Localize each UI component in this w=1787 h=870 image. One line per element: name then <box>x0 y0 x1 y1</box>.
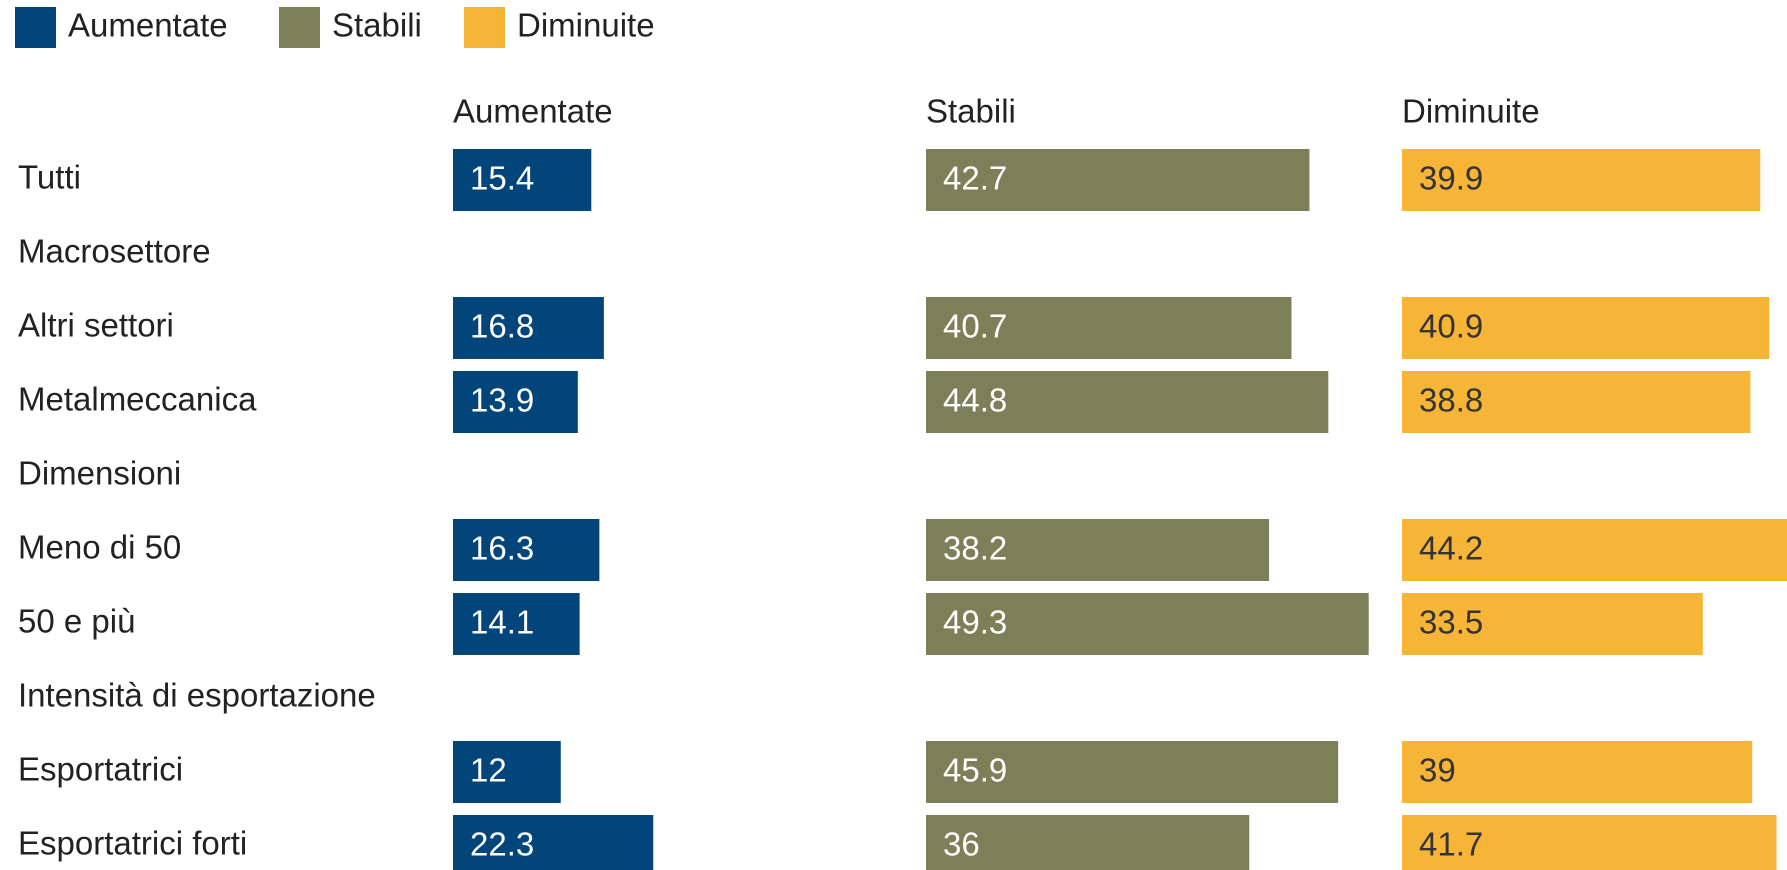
bar <box>1402 297 1770 359</box>
value-label: 39.9 <box>1419 160 1483 197</box>
bar <box>1402 593 1703 655</box>
value-label: 41.7 <box>1419 826 1483 863</box>
column-header: Aumentate <box>453 93 613 130</box>
row-label: Macrosettore <box>18 233 211 270</box>
value-label: 22.3 <box>470 826 534 863</box>
column-header: Diminuite <box>1402 93 1540 130</box>
bar <box>1402 371 1751 433</box>
row-label: Esportatrici <box>18 751 183 788</box>
bar <box>926 815 1250 870</box>
row-label: Tutti <box>18 159 81 196</box>
value-label: 15.4 <box>470 160 534 197</box>
row-label: Intensità di esportazione <box>18 677 376 714</box>
value-label: 49.3 <box>943 604 1007 641</box>
value-label: 16.3 <box>470 530 534 567</box>
value-label: 40.9 <box>1419 308 1483 345</box>
value-label: 44.2 <box>1419 530 1483 567</box>
legend-label: Aumentate <box>68 7 228 44</box>
bar <box>1402 741 1753 803</box>
bar <box>453 815 654 870</box>
value-label: 40.7 <box>943 308 1007 345</box>
value-label: 45.9 <box>943 752 1007 789</box>
legend-swatch <box>464 7 505 48</box>
legend-label: Stabili <box>332 7 422 44</box>
value-label: 14.1 <box>470 604 534 641</box>
bar <box>1402 815 1777 870</box>
bar <box>926 371 1329 433</box>
bar <box>453 371 578 433</box>
bar <box>1402 519 1787 581</box>
column-header: Stabili <box>926 93 1016 130</box>
value-label: 38.2 <box>943 530 1007 567</box>
value-label: 33.5 <box>1419 604 1483 641</box>
bar <box>453 297 604 359</box>
value-label: 42.7 <box>943 160 1007 197</box>
value-label: 39 <box>1419 752 1456 789</box>
bar <box>926 593 1369 655</box>
bar <box>453 593 580 655</box>
value-label: 13.9 <box>470 382 534 419</box>
value-label: 16.8 <box>470 308 534 345</box>
value-label: 36 <box>943 826 980 863</box>
bar <box>453 149 592 211</box>
legend-label: Diminuite <box>517 7 655 44</box>
bar <box>1402 149 1761 211</box>
row-label: 50 e più <box>18 603 135 640</box>
value-label: 12 <box>470 752 507 789</box>
bar <box>926 741 1339 803</box>
bar <box>453 519 600 581</box>
row-label: Dimensioni <box>18 455 181 492</box>
bar <box>926 297 1292 359</box>
value-label: 44.8 <box>943 382 1007 419</box>
value-label: 38.8 <box>1419 382 1483 419</box>
row-label: Metalmeccanica <box>18 381 257 418</box>
bar <box>926 519 1270 581</box>
legend-swatch <box>15 7 56 48</box>
row-label: Altri settori <box>18 307 174 344</box>
row-label: Esportatrici forti <box>18 825 247 862</box>
legend-swatch <box>279 7 320 48</box>
row-label: Meno di 50 <box>18 529 181 566</box>
bar <box>453 741 561 803</box>
bar <box>926 149 1310 211</box>
